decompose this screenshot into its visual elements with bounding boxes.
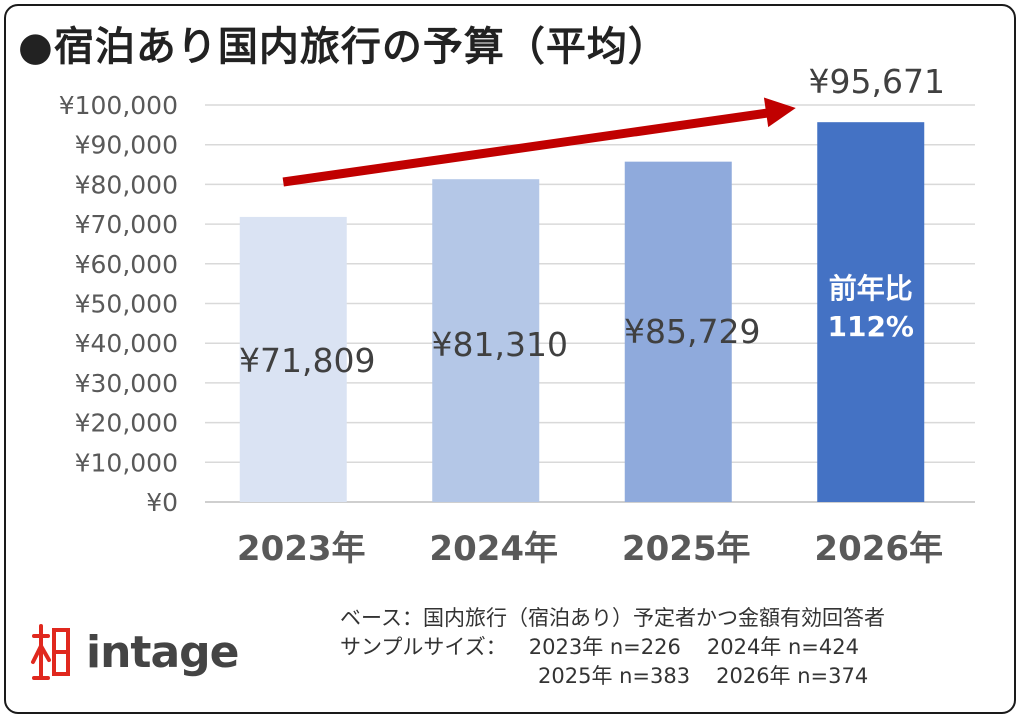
sample-size-label: サンプルサイズ： <box>340 635 507 659</box>
bar-2023年 <box>239 216 347 502</box>
bar-2024年 <box>432 179 540 503</box>
x-tick-label: 2025年 <box>622 529 751 569</box>
logo-text: intage <box>86 626 239 678</box>
footnote: ベース：国内旅行（宿泊あり）予定者かつ金額有効回答者 サンプルサイズ： 2023年… <box>340 604 885 691</box>
y-tick-label: ¥60,000 <box>75 250 178 279</box>
bar-2025年 <box>624 161 732 502</box>
yoy-label: 前年比 <box>829 272 913 305</box>
y-tick-label: ¥20,000 <box>75 409 178 438</box>
x-axis-ticks: 2023年 2024年 2025年 2026年 <box>237 529 943 569</box>
footnote-samples-row1: サンプルサイズ： 2023年 n=226 2024年 n=424 <box>340 633 885 662</box>
y-tick-label: ¥90,000 <box>75 131 178 160</box>
footnote-samples-row2: 2025年 n=383 2026年 n=374 <box>340 662 885 691</box>
yoy-value: 112% <box>827 310 914 343</box>
footnote-base: ベース：国内旅行（宿泊あり）予定者かつ金額有効回答者 <box>340 606 885 630</box>
value-labels: ¥71,809 ¥81,310 ¥85,729 ¥95,671 前年比 112% <box>239 62 945 380</box>
y-tick-label: ¥70,000 <box>75 210 178 239</box>
sample-2023: 2023年 n=226 <box>528 635 681 659</box>
trend-arrow <box>282 97 796 187</box>
y-axis-ticks: ¥0 ¥10,000 ¥20,000 ¥30,000 ¥40,000 ¥50,000 ¥60… <box>59 91 178 517</box>
y-tick-label: ¥50,000 <box>75 290 178 319</box>
trend-arrow-line <box>282 106 783 187</box>
bar-2026年 <box>817 122 925 502</box>
data-label: ¥95,671 <box>809 62 945 101</box>
y-tick-label: ¥0 <box>146 488 178 517</box>
x-tick-label: 2023年 <box>237 529 366 569</box>
data-label: ¥85,729 <box>624 312 760 351</box>
data-label: ¥71,809 <box>239 341 375 380</box>
y-tick-label: ¥100,000 <box>59 91 178 120</box>
sample-2024: 2024年 n=424 <box>706 635 859 659</box>
y-tick-label: ¥30,000 <box>75 369 178 398</box>
y-tick-label: ¥80,000 <box>75 170 178 199</box>
sample-2026: 2026年 n=374 <box>716 664 869 688</box>
company-logo: intage <box>30 622 239 682</box>
intage-mark-icon <box>31 624 70 680</box>
y-tick-label: ¥10,000 <box>75 448 178 477</box>
chart-title: ●宿泊あり国内旅行の予算（平均） <box>18 24 669 70</box>
trend-arrow-head <box>763 97 796 128</box>
sample-2025: 2025年 n=383 <box>538 664 691 688</box>
x-tick-label: 2024年 <box>429 529 558 569</box>
bars <box>239 122 925 503</box>
y-tick-label: ¥40,000 <box>75 329 178 358</box>
data-label: ¥81,310 <box>432 325 568 364</box>
x-tick-label: 2026年 <box>814 529 943 569</box>
